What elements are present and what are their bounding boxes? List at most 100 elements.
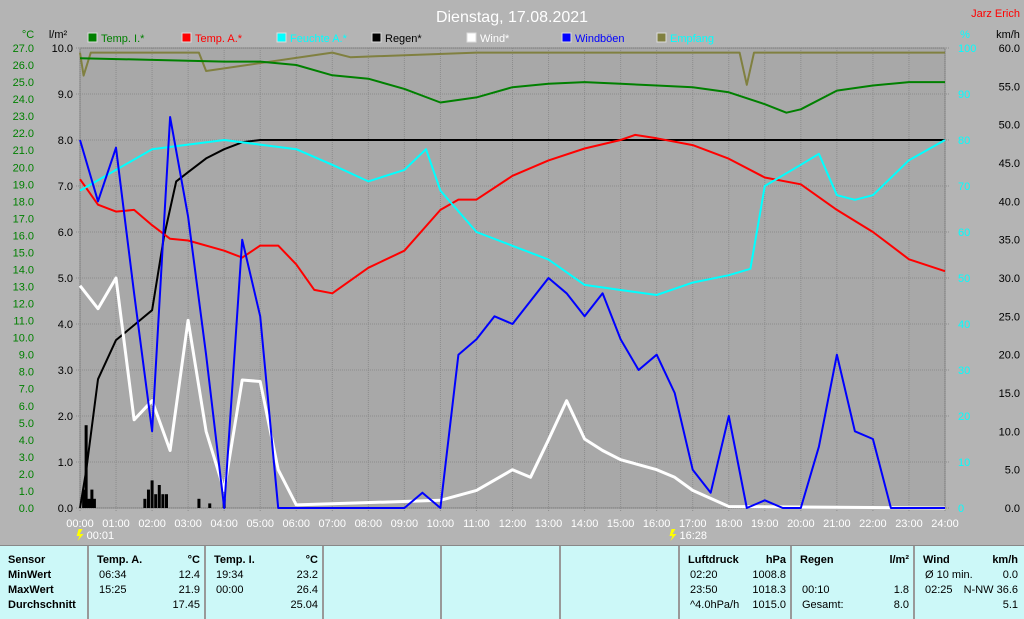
temp-tick-label: 8.0 — [19, 367, 34, 379]
column-title: Temp. I. — [214, 554, 255, 566]
row-value: 21.9 — [178, 584, 200, 596]
series-line-empfang — [79, 51, 945, 86]
wind-tick-label: 55.0 — [999, 81, 1020, 93]
row-value: 5.1 — [1002, 599, 1018, 611]
rain-bar — [150, 480, 154, 508]
rain-tick-label: 0.0 — [58, 503, 73, 515]
series-line-tempi — [79, 57, 945, 114]
legend-swatch — [656, 32, 667, 43]
row-time: 19:34 — [216, 569, 244, 581]
x-tick-label: 10:00 — [427, 518, 455, 530]
lightning-icon — [669, 529, 677, 541]
row-time: ^4.0hPa/h — [690, 599, 740, 611]
temp-tick-label: 16.0 — [13, 230, 34, 242]
empty-column — [442, 546, 561, 619]
wind-tick-label: 40.0 — [999, 196, 1020, 208]
rain-tick-label: 10.0 — [52, 43, 73, 55]
wind-tick-label: 50.0 — [999, 120, 1020, 132]
wind-column: Wind km/h Ø 10 min. 0.0 02:25 N-NW 36.6 5.1 — [915, 546, 1022, 619]
series-line-tempa — [79, 133, 946, 295]
wind-tick-label: 25.0 — [999, 311, 1020, 323]
row-time: Ø 10 min. — [925, 569, 973, 581]
x-tick-label: 11:00 — [463, 518, 490, 530]
humidity-tick-label: 10 — [958, 457, 970, 469]
wind-tick-label: 15.0 — [999, 388, 1020, 400]
wind-tick-label: 5.0 — [1005, 465, 1020, 477]
row-value: 1008.8 — [752, 569, 786, 581]
column-title: Wind — [923, 554, 950, 566]
rain-tick-label: 4.0 — [58, 319, 73, 331]
x-tick-label: 15:00 — [607, 518, 635, 530]
wind-tick-label: 30.0 — [999, 273, 1020, 285]
wind-tick-label: 35.0 — [999, 235, 1020, 247]
rain-bar — [165, 494, 168, 508]
row-value: 23.2 — [296, 569, 318, 581]
x-tick-label: 24:00 — [931, 518, 959, 530]
row-time: Gesamt: — [802, 599, 844, 611]
legend-swatch — [276, 32, 287, 43]
row-value: 12.4 — [178, 569, 200, 581]
temp-tick-label: 14.0 — [13, 264, 34, 276]
rain-tick-label: 9.0 — [58, 89, 73, 101]
rain-bar — [197, 498, 201, 508]
x-tick-label: 22:00 — [859, 518, 887, 530]
wind-tick-label: 20.0 — [999, 350, 1020, 362]
row-label: MaxWert — [8, 584, 54, 596]
rain-bar — [92, 498, 96, 508]
legend-entry: Temp. I.* — [101, 33, 145, 45]
x-tick-label: 02:00 — [138, 518, 166, 530]
legend-entry: Feuchte A.* — [290, 33, 348, 45]
x-tick-label: 07:00 — [319, 518, 347, 530]
legend-swatch — [181, 32, 192, 43]
humidity-tick-label: 20 — [958, 411, 970, 423]
weather-chart: Dienstag, 17.08.2021 Jarz Erich °C l/m²% km/… — [13, 8, 1020, 542]
row-time: 23:50 — [690, 584, 718, 596]
sensor-column: Sensor MinWert MaxWert Durchschnitt — [0, 546, 89, 619]
row-time: 06:34 — [99, 569, 127, 581]
temp-tick-label: 4.0 — [19, 435, 34, 447]
legend-entry: Regen* — [385, 33, 422, 45]
x-tick-label: 16:00 — [643, 518, 671, 530]
temp-tick-label: 22.0 — [13, 128, 34, 140]
temp-tick-label: 10.0 — [13, 333, 34, 345]
rain-tick-label: 3.0 — [58, 365, 73, 377]
wind-tick-label: 60.0 — [999, 43, 1020, 55]
wind-tick-label: 0.0 — [1005, 503, 1020, 515]
temp-tick-label: 1.0 — [19, 486, 34, 498]
x-tick-label: 21:00 — [823, 518, 851, 530]
humidity-tick-label: 50 — [958, 273, 970, 285]
temp-tick-label: 0.0 — [19, 503, 34, 515]
legend-swatch — [466, 32, 477, 43]
wind-axis-unit: km/h — [996, 29, 1020, 41]
legend-entry: Wind* — [480, 33, 510, 45]
temp-tick-label: 21.0 — [13, 145, 34, 157]
empty-column — [324, 546, 442, 619]
author-label: Jarz Erich — [971, 8, 1020, 20]
column-title: Regen — [800, 554, 834, 566]
x-tick-label: 00:00 — [66, 518, 94, 530]
row-value: 0.0 — [1002, 569, 1018, 581]
x-tick-label: 17:00 — [679, 518, 707, 530]
chart-title: Dienstag, 17.08.2021 — [436, 9, 588, 26]
legend-swatch — [87, 32, 98, 43]
x-tick-label: 20:00 — [787, 518, 815, 530]
x-tick-label: 04:00 — [210, 518, 238, 530]
legend-entry: Windböen — [575, 33, 625, 45]
row-value: 1015.0 — [752, 599, 786, 611]
temp-tick-label: 25.0 — [13, 77, 34, 89]
temp-tick-label: 11.0 — [13, 316, 34, 328]
wind-tick-label: 10.0 — [999, 426, 1020, 438]
temp-tick-label: 12.0 — [13, 299, 34, 311]
row-time: 00:00 — [216, 584, 244, 596]
row-value: N-NW 36.6 — [963, 584, 1018, 596]
x-tick-label: 08:00 — [355, 518, 383, 530]
rain-bar — [146, 489, 150, 508]
rain-bar — [87, 498, 91, 508]
x-tick-label: 13:00 — [535, 518, 563, 530]
row-value: 26.4 — [296, 584, 318, 596]
empty-column — [561, 546, 680, 619]
temp-tick-label: 9.0 — [19, 350, 34, 362]
regen-column: Regen l/m² 00:10 1.8 Gesamt: 8.0 — [792, 546, 915, 619]
row-time: 15:25 — [99, 584, 127, 596]
row-value: 1.8 — [893, 584, 909, 596]
